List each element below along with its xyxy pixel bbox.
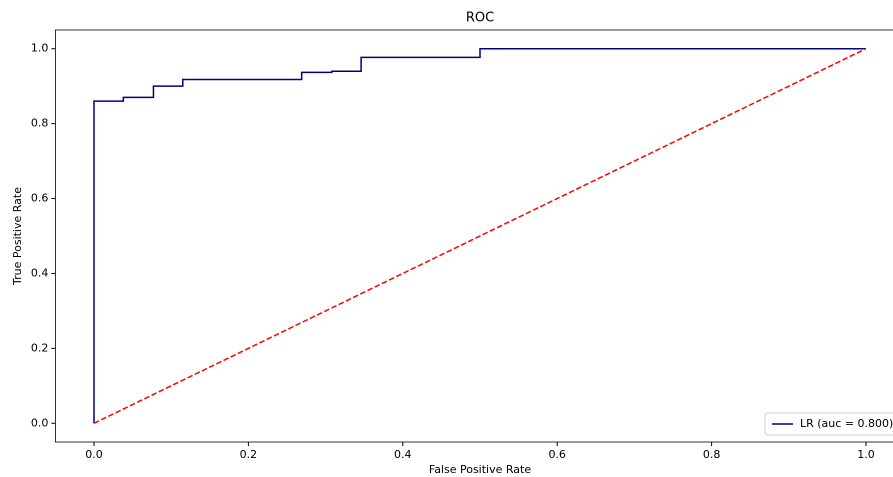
legend-box <box>764 412 893 436</box>
series-line <box>93 47 866 424</box>
chart-title: ROC <box>466 11 494 26</box>
y-tick-label: 0.0 <box>31 416 49 429</box>
x-axis-label: False Positive Rate <box>429 463 531 476</box>
x-tick-label: 0.0 <box>85 448 103 461</box>
y-axis-label: True Positive Rate <box>11 187 24 286</box>
plot-frame <box>55 29 893 443</box>
y-tick-label: 0.2 <box>31 341 49 354</box>
y-tick-label: 0.6 <box>31 192 49 205</box>
x-tick-label: 0.4 <box>394 448 412 461</box>
x-tick-label: 0.2 <box>240 448 258 461</box>
x-tick-label: 1.0 <box>857 448 875 461</box>
legend-label: LR (auc = 0.800) <box>800 417 893 430</box>
y-tick-label: 0.4 <box>31 266 49 279</box>
y-tick-label: 1.0 <box>31 42 49 55</box>
y-tick-label: 0.8 <box>31 117 49 130</box>
x-tick-label: 0.6 <box>548 448 566 461</box>
x-tick-label: 0.8 <box>703 448 721 461</box>
series-line <box>93 48 867 424</box>
